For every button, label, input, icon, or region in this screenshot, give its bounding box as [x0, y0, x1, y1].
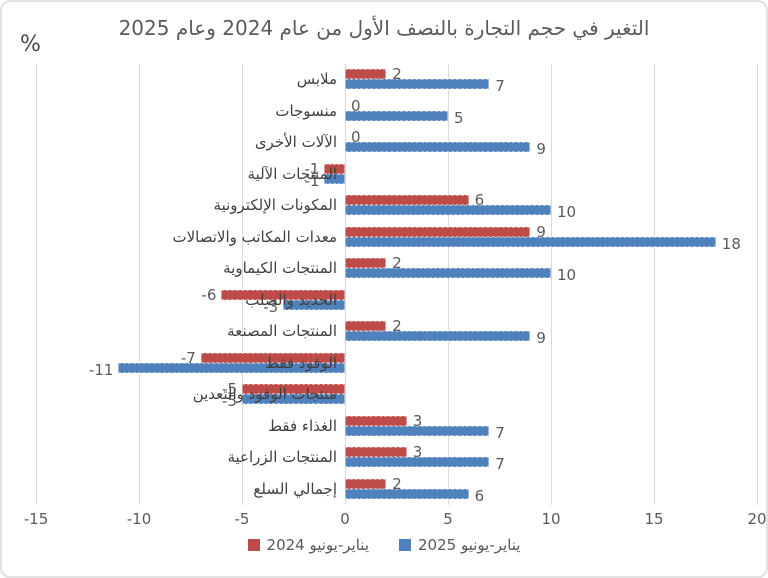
bar-2025 — [345, 268, 551, 278]
bar-2025 — [118, 362, 345, 373]
category-label: منتجات الوقود والتعدين — [192, 385, 337, 403]
x-axis-tick-label: 0 — [340, 510, 350, 528]
bar-2024 — [345, 258, 387, 268]
bar-2024 — [242, 384, 345, 394]
category-label: المكونات الإلكترونية — [213, 196, 337, 214]
category-label: الوقود فقط — [265, 353, 337, 372]
gridline — [242, 64, 243, 505]
category-label: إجمالي السلع — [253, 479, 337, 498]
bar-2024 — [345, 478, 387, 489]
bar-2025 — [345, 142, 531, 152]
value-label-2025: -5 — [222, 392, 237, 410]
chart-title: التغير في حجم التجارة بالنصف الأول من عا… — [118, 16, 650, 40]
value-label-2024: 2 — [392, 317, 402, 335]
value-label-2025: 9 — [536, 140, 546, 158]
value-label-2025: 10 — [557, 203, 577, 221]
x-axis-tick-label: 5 — [443, 510, 453, 528]
value-label-2025: 18 — [721, 234, 741, 253]
bar-2025 — [345, 488, 469, 499]
category-label: المنتجات الزراعية — [227, 448, 337, 466]
bar-2025 — [345, 457, 490, 467]
value-label-2025: 7 — [495, 455, 505, 473]
value-label-2025: -1 — [304, 171, 320, 190]
bar-2024 — [221, 289, 345, 300]
value-label-2024: -7 — [180, 348, 196, 367]
category-label: ملابس — [296, 70, 337, 88]
legend-swatch-icon — [399, 539, 411, 551]
x-axis-tick-label: 20 — [747, 510, 767, 528]
legend-label: يناير-يونيو 2024 — [266, 536, 369, 554]
bar-2024 — [345, 415, 407, 426]
category-label: الحديد والصلب — [245, 290, 337, 309]
value-label-2025: 7 — [495, 77, 505, 95]
bar-2024 — [345, 447, 407, 457]
bar-2024 — [345, 321, 387, 331]
bar-2024 — [345, 69, 387, 79]
value-label-2025: 9 — [536, 329, 546, 347]
category-label: معدات المكاتب والاتصالات — [172, 227, 337, 246]
gridline — [448, 64, 449, 505]
category-label: المنتجات الكيماوية — [223, 259, 337, 277]
x-axis-tick-label: -10 — [126, 510, 152, 528]
value-label-2024: -5 — [222, 380, 237, 398]
category-label: المنتجات الآلية — [247, 164, 337, 183]
bar-2025 — [324, 173, 345, 184]
bar-2025 — [345, 331, 531, 341]
category-label: الآلات الأخرى — [254, 133, 337, 151]
value-label-2024: 6 — [474, 191, 485, 209]
bar-2025 — [345, 79, 490, 89]
bar-2024 — [345, 195, 469, 205]
value-label-2024: 3 — [412, 443, 423, 461]
gridline — [654, 64, 655, 505]
legend-item-2025: يناير-يونيو 2025 — [399, 536, 520, 554]
value-label-2024: 0 — [351, 128, 361, 146]
category-label: منسوجات — [275, 101, 337, 120]
gridline — [345, 64, 346, 505]
value-label-2025: 6 — [474, 486, 485, 505]
category-label: المنتجات المصنعة — [227, 322, 337, 340]
bar-2025 — [345, 425, 490, 436]
bar-2025 — [283, 299, 345, 310]
legend: يناير-يونيو 2025 يناير-يونيو 2024 — [2, 536, 766, 554]
gridline — [757, 64, 758, 505]
category-label: الغذاء فقط — [268, 416, 337, 435]
gridline — [139, 64, 140, 505]
gridline — [36, 64, 37, 505]
value-label-2024: 2 — [392, 65, 402, 83]
value-label-2024: -6 — [201, 285, 217, 304]
value-label-2024: 2 — [392, 474, 402, 493]
bar-2024 — [200, 352, 345, 363]
bar-2024 — [345, 226, 531, 237]
value-label-2024: 3 — [412, 411, 423, 430]
bar-2025 — [242, 394, 345, 404]
bar-2025 — [345, 110, 448, 121]
bar-2024 — [324, 163, 345, 174]
bar-2025 — [345, 205, 551, 215]
value-label-2025: 7 — [495, 423, 505, 442]
value-label-2024: 0 — [351, 96, 361, 115]
value-label-2025: 10 — [557, 266, 577, 284]
value-label-2024: 9 — [536, 222, 546, 241]
x-axis-tick-label: 10 — [541, 510, 561, 528]
gridline — [551, 64, 552, 505]
value-label-2025: -11 — [88, 360, 114, 379]
y-axis-unit-label: % — [20, 32, 41, 57]
value-label-2024: 2 — [392, 254, 402, 272]
bar-2025 — [345, 236, 716, 247]
value-label-2024: -1 — [304, 159, 320, 178]
legend-swatch-icon — [247, 539, 260, 551]
legend-item-2024: يناير-يونيو 2024 — [247, 536, 369, 554]
x-axis-tick-label: -15 — [23, 510, 49, 528]
legend-label: يناير-يونيو 2025 — [418, 536, 521, 554]
value-label-2025: 5 — [454, 108, 464, 127]
x-axis-tick-label: -5 — [234, 510, 250, 528]
x-axis-tick-label: 15 — [644, 510, 664, 528]
value-label-2025: -3 — [263, 297, 279, 316]
